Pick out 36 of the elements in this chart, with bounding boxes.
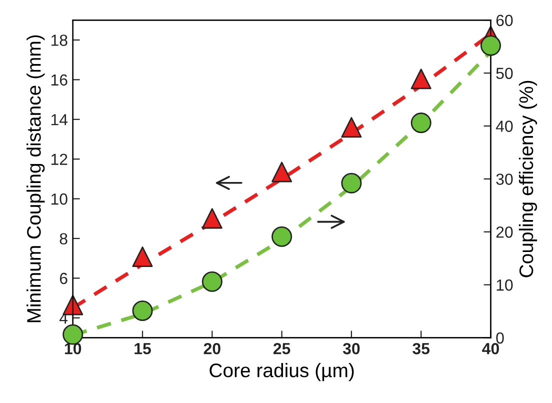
point (272, 162, 292, 182)
y2-tick-label: 20 (496, 226, 513, 238)
y-tick-label: 6 (60, 272, 68, 284)
point (132, 300, 153, 321)
x-axis-title: Core radius (µm) (210, 363, 354, 382)
y-tick-label: 10 (51, 193, 68, 205)
y-tick-label: 16 (51, 74, 68, 86)
y-tick-label: 8 (60, 233, 68, 244)
point (202, 271, 222, 292)
point (410, 112, 432, 134)
point (202, 208, 222, 229)
point (341, 172, 362, 194)
point (62, 294, 84, 316)
point (480, 35, 501, 56)
point (62, 324, 84, 345)
point (410, 68, 432, 90)
y2-tick-label: 10 (496, 279, 513, 291)
x-tick-label: 40 (482, 342, 499, 354)
point (272, 226, 292, 247)
x-tick-label: 25 (273, 342, 290, 354)
x-tick-label: 35 (412, 342, 430, 354)
y-tick-label: 12 (51, 154, 68, 165)
y2-tick-label: 60 (496, 14, 513, 26)
y2-axis-title: Coupling efficiency (%) (518, 80, 538, 278)
x-tick-label: 15 (134, 343, 151, 354)
y2-tick-label: 40 (496, 120, 513, 132)
x-tick-label: 20 (204, 342, 220, 354)
y2-tick-label: 50 (496, 68, 513, 80)
y-axis-title: Minimum Coupling distance (mm) (26, 35, 45, 322)
y2-tick-label: 30 (496, 174, 513, 185)
y2-tick-label: 0 (496, 332, 504, 344)
x-tick-label: 30 (342, 342, 360, 354)
y-tick-label: 18 (51, 34, 68, 46)
point (341, 117, 362, 138)
y-tick-label: 14 (51, 114, 68, 126)
point (132, 246, 153, 267)
